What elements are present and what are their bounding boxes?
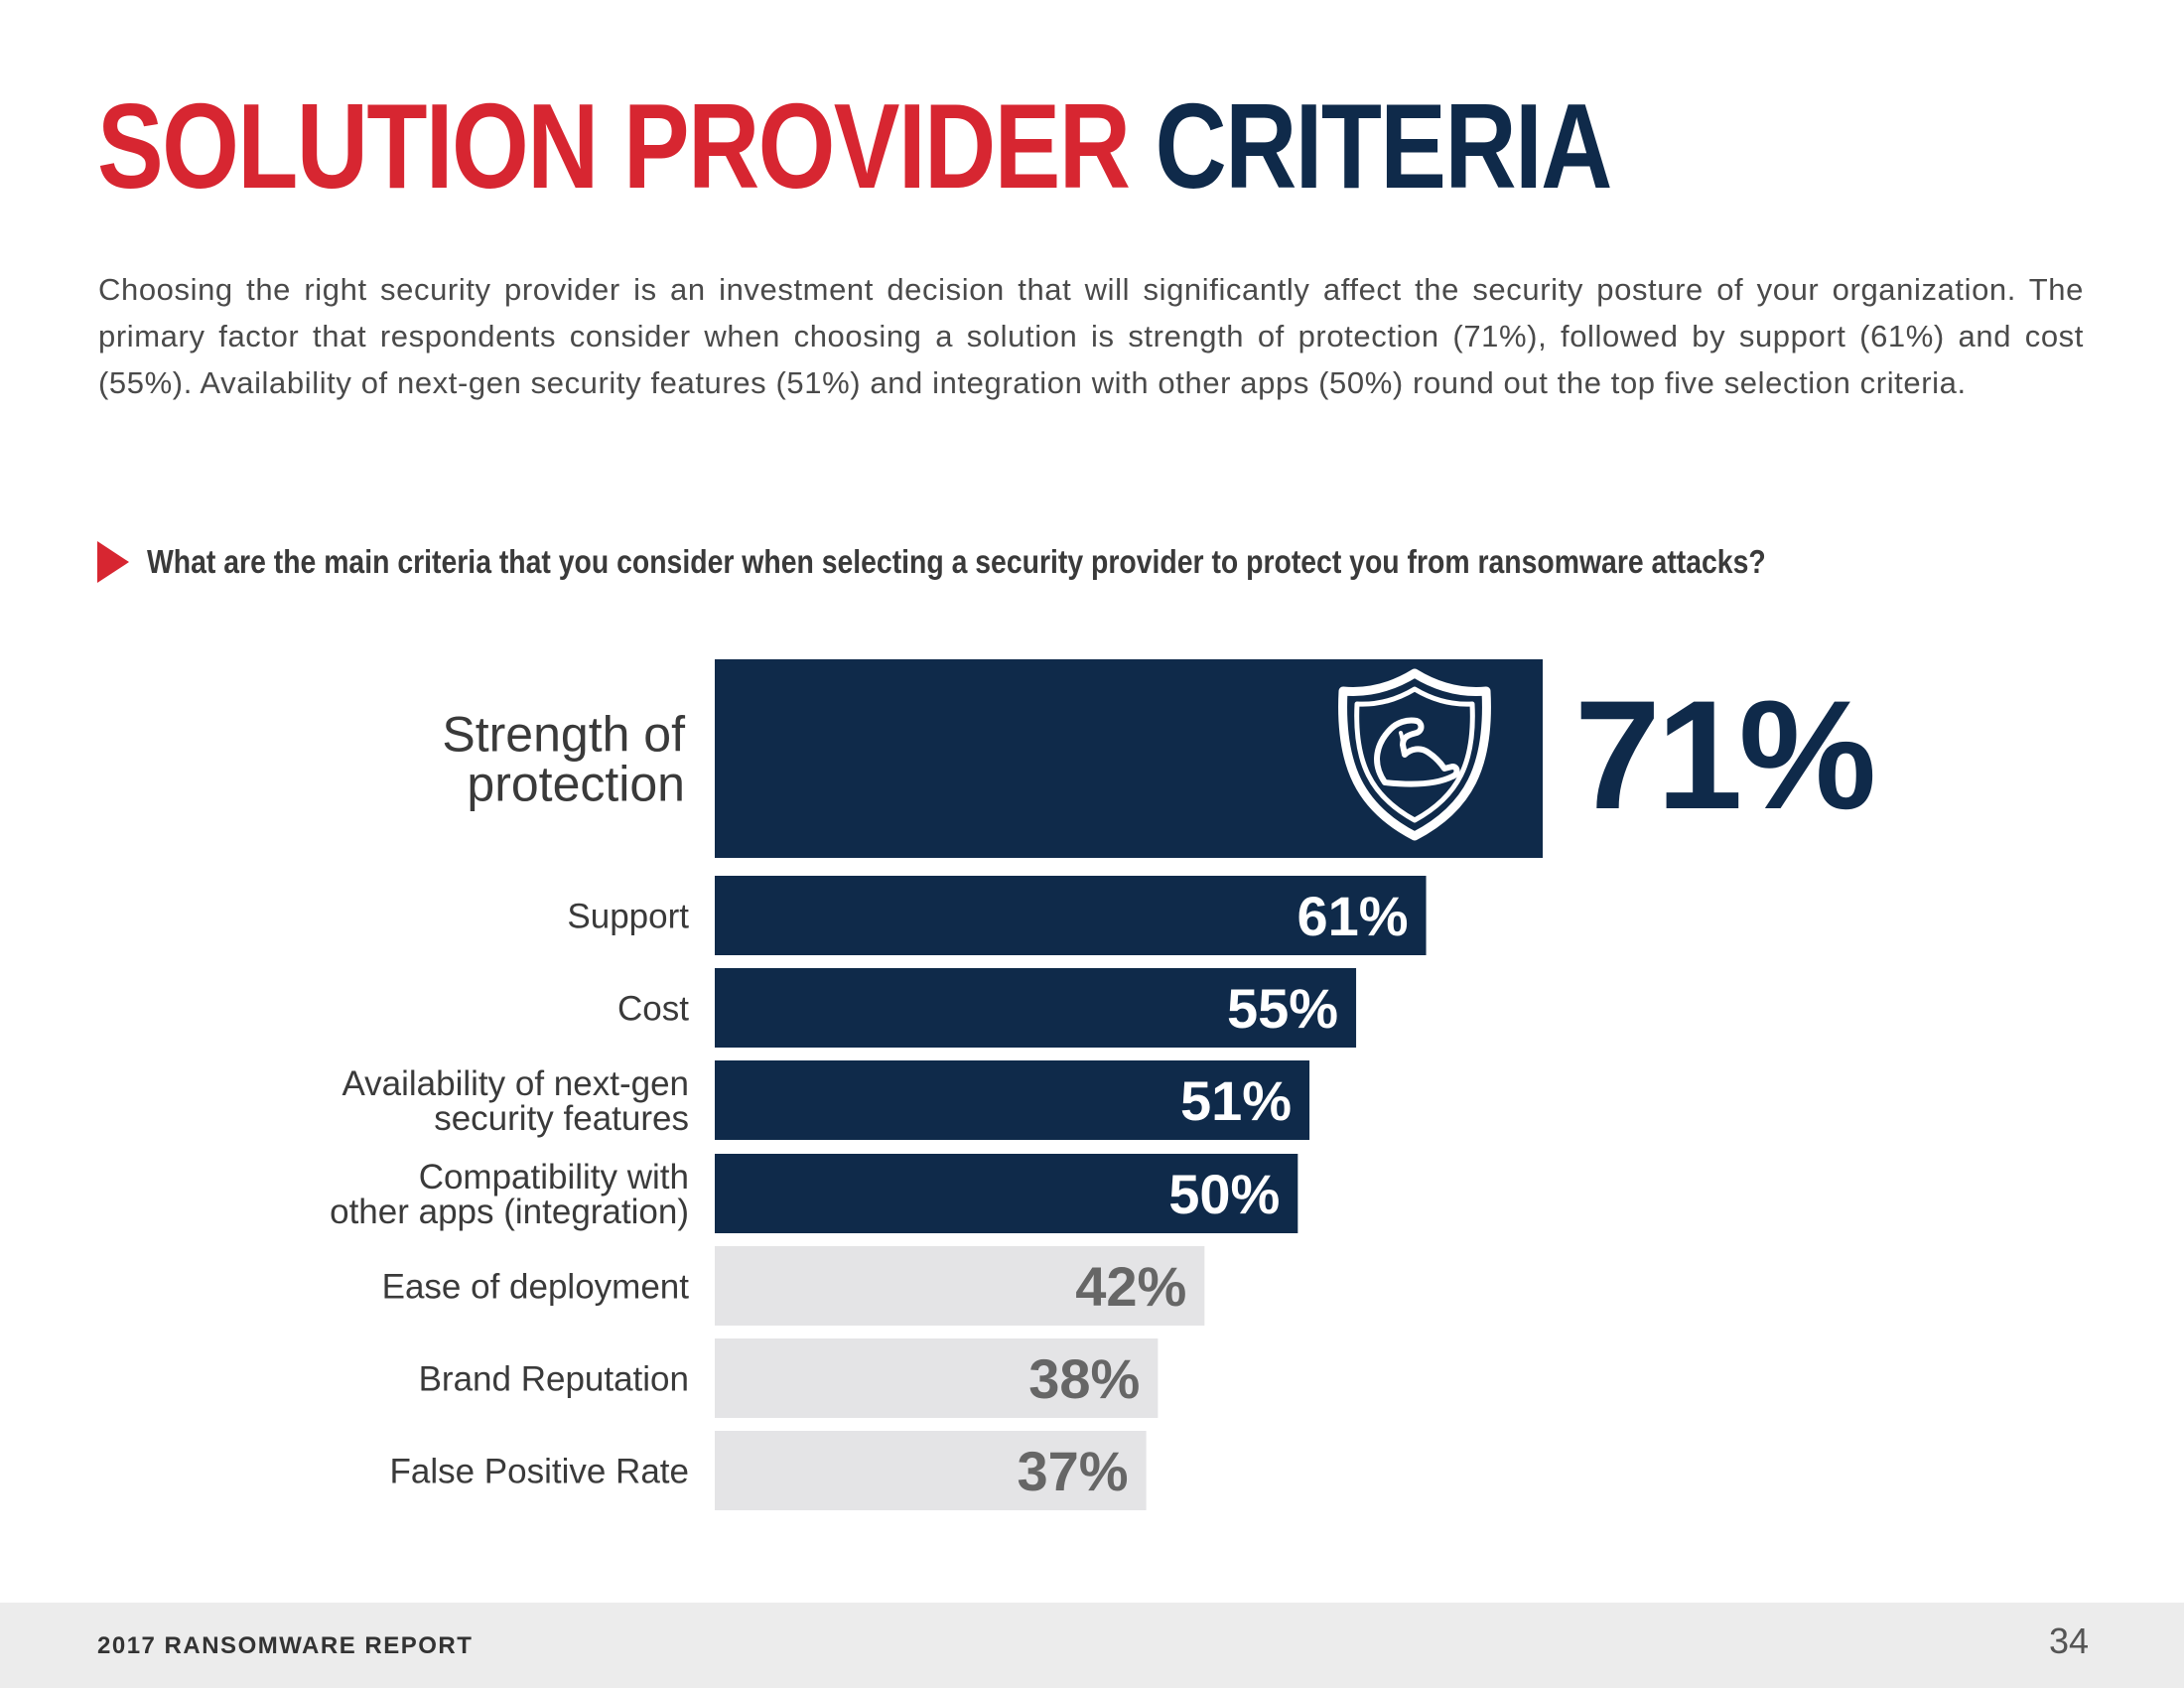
- page-title: SOLUTION PROVIDER CRITERIA: [97, 78, 1612, 213]
- bar-8: [715, 1431, 1147, 1510]
- question-text: What are the main criteria that you cons…: [147, 543, 1766, 580]
- bar-7: [715, 1338, 1159, 1418]
- category-label-4: Availability of next-gen security feature…: [341, 1064, 689, 1138]
- category-label-3: Cost: [617, 989, 689, 1028]
- shield-bicep-icon: [1338, 668, 1491, 841]
- category-label-7: Brand Reputation: [419, 1359, 689, 1398]
- category-label-5: Compatibility with other apps (integratio…: [330, 1158, 689, 1231]
- value-label-1: 71%: [1574, 669, 1873, 842]
- category-label-6: Ease of deployment: [382, 1267, 690, 1306]
- value-label-8: 37%: [1018, 1440, 1129, 1502]
- bar-4: [715, 1060, 1310, 1140]
- intro-paragraph: Choosing the right security provider is …: [98, 272, 2084, 400]
- survey-question: What are the main criteria that you cons…: [97, 540, 2029, 584]
- value-label-5: 50%: [1168, 1163, 1280, 1225]
- value-label-6: 42%: [1075, 1255, 1186, 1318]
- value-label-4: 51%: [1180, 1069, 1292, 1132]
- bar-5: [715, 1154, 1298, 1233]
- bar-6: [715, 1246, 1205, 1326]
- category-label-8: False Positive Rate: [389, 1452, 689, 1490]
- title-part-red: SOLUTION PROVIDER: [97, 78, 1131, 213]
- category-label-2: Support: [567, 897, 689, 935]
- value-label-7: 38%: [1028, 1347, 1140, 1410]
- triangle-right-icon: [97, 541, 129, 583]
- page-number: 34: [2048, 1620, 2089, 1661]
- bar-3: [715, 968, 1357, 1048]
- bar-2: [715, 876, 1427, 955]
- value-label-3: 55%: [1227, 977, 1338, 1040]
- footer-report-title: 2017 RANSOMWARE REPORT: [97, 1632, 474, 1659]
- value-label-2: 61%: [1297, 885, 1408, 947]
- category-label-1: Strength of protection: [442, 707, 685, 812]
- page-footer: 2017 RANSOMWARE REPORT 34: [0, 1603, 2184, 1688]
- title-part-navy: CRITERIA: [1155, 78, 1612, 213]
- bar-chart: Strength of protection 71% Support 61% Cost 55…: [330, 659, 1877, 1510]
